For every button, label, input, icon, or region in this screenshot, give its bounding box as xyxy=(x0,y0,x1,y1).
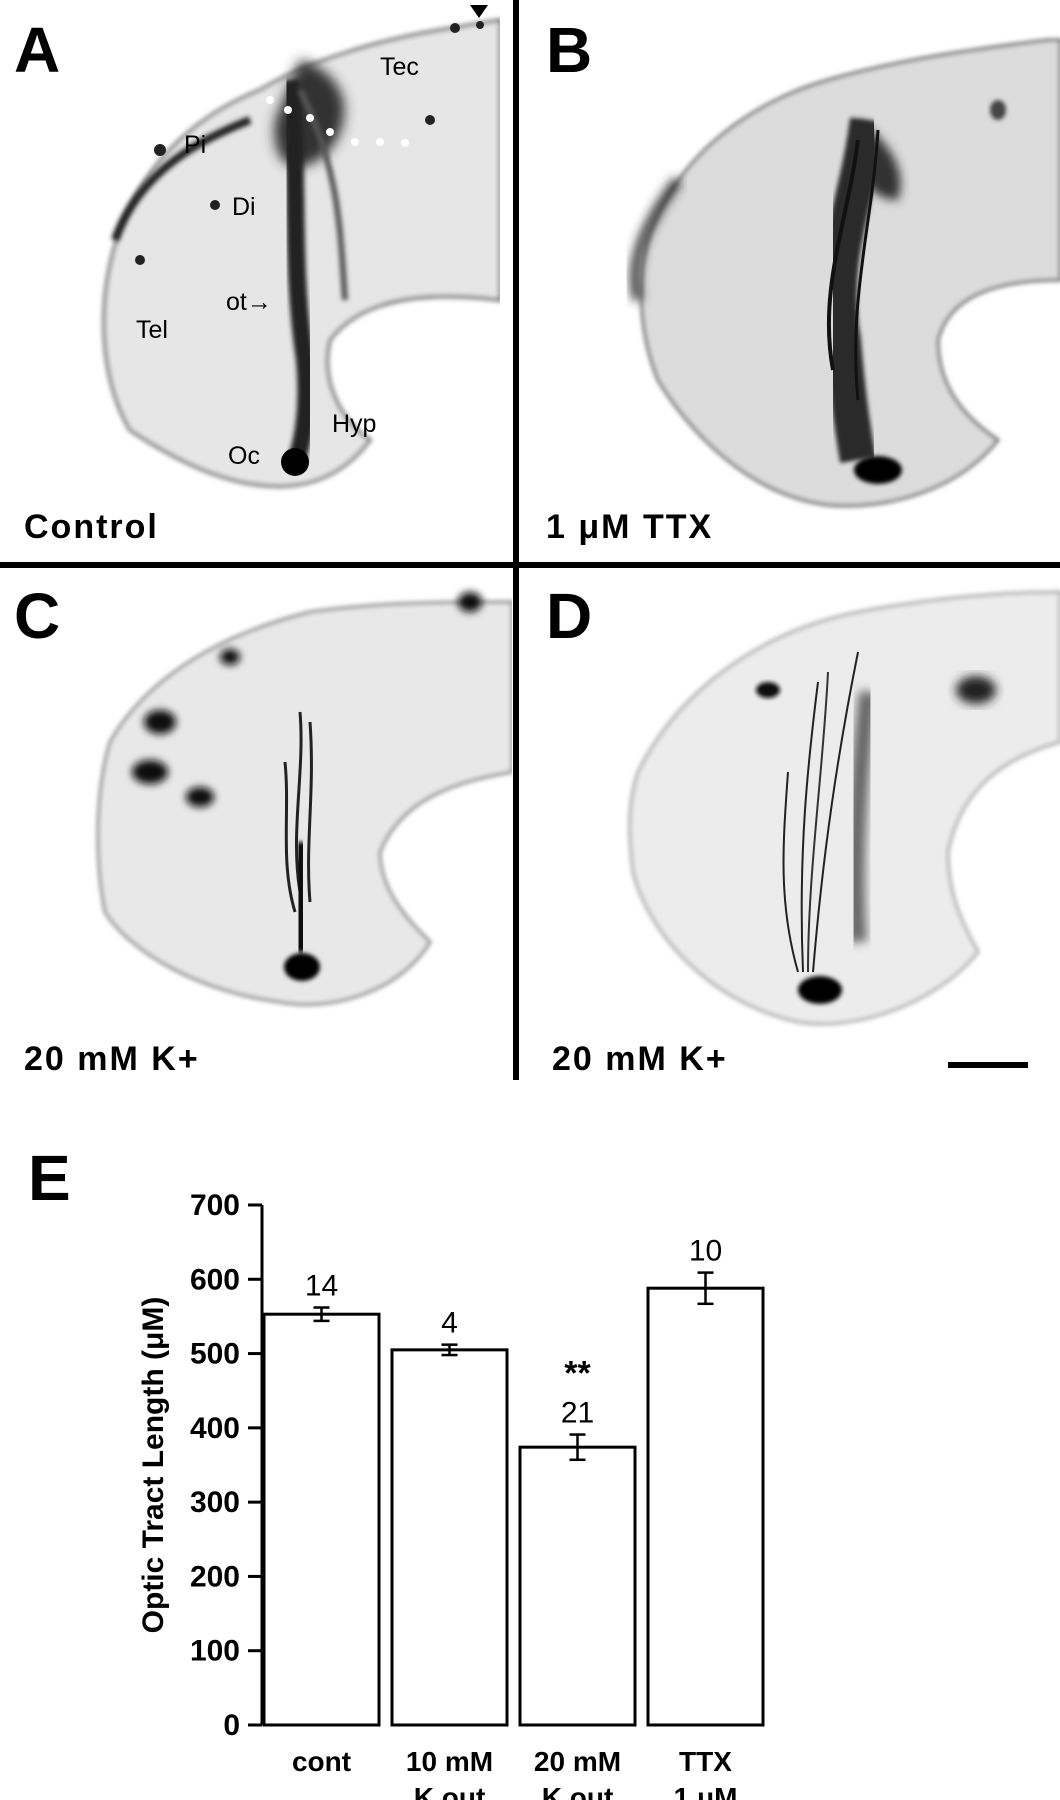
panel-e-chart: E Optic Tract Length (μM) 0 100 200 300 400 5… xyxy=(28,1142,765,1800)
n-label: 10 xyxy=(689,1235,722,1268)
x-tick-label: 10 mM xyxy=(406,1746,493,1777)
label-oc-text: Oc xyxy=(228,442,260,470)
bar xyxy=(390,1348,509,1727)
panel-a-condition: Control xyxy=(24,508,159,546)
y-axis-label: Optic Tract Length (μM) xyxy=(137,1297,170,1634)
panel-b: B 1 μM TTX xyxy=(528,0,1060,560)
label-tec: Tec xyxy=(380,53,419,81)
chart-axes: 0 100 200 300 400 500 600 700 xyxy=(190,1189,264,1742)
panel-d: D 20 mM K+ xyxy=(528,572,1060,1088)
panel-b-letter: B xyxy=(546,14,593,86)
panel-e-letter: E xyxy=(28,1142,71,1214)
panel-a: A Control Tec Pi Di ot→ Tel Hyp Oc xyxy=(0,0,500,560)
panel-a-letter: A xyxy=(14,14,61,86)
divider-horizontal xyxy=(0,562,1060,568)
y-tick-label: 0 xyxy=(223,1709,240,1742)
y-tick-label: 300 xyxy=(190,1486,240,1519)
x-tick-label: cont xyxy=(292,1746,351,1777)
n-label: 14 xyxy=(305,1270,338,1303)
panel-b-condition-unit: μM TTX xyxy=(578,508,714,546)
panel-d-micrograph xyxy=(628,590,1060,1026)
panel-d-condition: 20 mM K+ xyxy=(552,1040,728,1078)
label-hyp: Hyp xyxy=(332,410,377,438)
chart-marks: 14 cont 4 10 mM K out 21 ** 20 mM K out 10 TTX 1 μM xyxy=(262,1235,765,1800)
panel-b-micrograph xyxy=(630,38,1060,508)
x-tick-label: 20 mM xyxy=(534,1746,621,1777)
panel-c: C 20 mM K+ xyxy=(0,572,512,1088)
n-label: 21 xyxy=(561,1397,594,1430)
y-tick-label: 400 xyxy=(190,1412,240,1445)
label-ot-text: ot xyxy=(226,288,247,316)
n-label: 4 xyxy=(441,1307,458,1340)
label-ot: ot→ xyxy=(226,290,272,315)
label-pi: Pi xyxy=(184,131,207,159)
x-tick-label-line2: 1 μM xyxy=(674,1782,738,1800)
y-tick-label: 200 xyxy=(190,1560,240,1593)
bar xyxy=(646,1286,765,1727)
significance-label: ** xyxy=(564,1355,591,1393)
label-di: Di xyxy=(232,193,256,221)
y-tick-label: 700 xyxy=(190,1189,240,1222)
x-tick-label: TTX xyxy=(679,1746,732,1777)
x-tick-label-line2: K out xyxy=(542,1782,614,1800)
y-tick-label: 100 xyxy=(190,1635,240,1668)
y-tick-label: 600 xyxy=(190,1263,240,1296)
bar xyxy=(262,1312,381,1727)
scale-bar xyxy=(948,1062,1028,1068)
x-tick-label-line2: K out xyxy=(414,1782,486,1800)
panel-d-letter: D xyxy=(546,580,593,652)
panel-b-condition: 1 μM TTX xyxy=(546,510,713,544)
panel-c-letter: C xyxy=(14,580,61,652)
panel-c-condition: 20 mM K+ xyxy=(24,1040,200,1078)
panel-b-condition-number: 1 xyxy=(546,508,567,546)
arrowhead-icon xyxy=(470,5,488,18)
label-tel: Tel xyxy=(136,316,168,344)
panel-a-micrograph xyxy=(102,5,500,488)
label-oc: Oc xyxy=(228,444,260,469)
panel-c-micrograph xyxy=(96,592,512,1006)
divider-vertical xyxy=(513,0,519,1080)
bar xyxy=(518,1445,637,1727)
arrow-right-icon: → xyxy=(246,288,272,316)
y-tick-label: 500 xyxy=(190,1338,240,1371)
